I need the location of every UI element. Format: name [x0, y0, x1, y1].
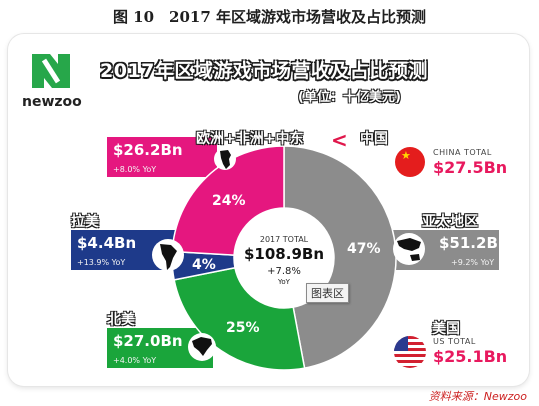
latam-percent: 4%	[192, 257, 216, 273]
europe-map-icon	[214, 148, 236, 170]
china-total-label: CHINA TOTAL	[433, 148, 492, 157]
us-total-value: $25.1Bn	[433, 347, 508, 366]
source-note: 资料来源：Newzoo	[428, 390, 527, 403]
unit-label: (单位：十亿美元)	[298, 90, 401, 105]
na-name: 北美	[107, 312, 135, 328]
north-america-map-icon	[188, 333, 216, 361]
china-total-value: $27.5Bn	[433, 158, 508, 177]
apac-yoy: +9.2% YoY	[451, 258, 495, 267]
chart-title: 2017年区域游戏市场营收及占比预测	[100, 60, 428, 82]
logo-text: newzoo	[22, 94, 82, 110]
us-flag-icon	[394, 336, 426, 368]
us-name: 美国	[432, 321, 460, 337]
na-yoy: +4.0% YoY	[113, 356, 157, 365]
apac-value: $51.2Bn	[439, 234, 509, 252]
china-name: 中国	[360, 131, 388, 147]
latam-map-icon	[152, 239, 184, 271]
asia-pacific-map-icon	[393, 233, 425, 265]
center-total-label: 2017 TOTAL	[259, 235, 309, 244]
center-total-value: $108.9Bn	[244, 245, 324, 263]
newzoo-logo-icon	[32, 54, 70, 88]
emea-value: $26.2Bn	[113, 141, 183, 159]
na-value: $27.0Bn	[113, 332, 183, 350]
center-growth-suffix: YoY	[278, 278, 290, 286]
emea-name: 欧洲+非洲+中东	[196, 131, 304, 147]
chart-area-tooltip: 图表区	[306, 283, 349, 303]
apac-name: 亚太地区	[422, 214, 478, 230]
apac-percent: 47%	[347, 241, 381, 257]
box-emea: $26.2Bn +8.0% YoY	[107, 137, 217, 177]
center-growth: +7.8%	[267, 266, 301, 277]
na-percent: 25%	[226, 320, 260, 336]
comparison-symbol: <	[331, 128, 348, 152]
figure-title: 图 10 2017 年区域游戏市场营收及占比预测	[112, 8, 427, 26]
latam-value: $4.4Bn	[77, 234, 137, 252]
latam-name: 拉美	[71, 214, 99, 230]
us-total-label: US TOTAL	[433, 337, 476, 346]
emea-yoy: +8.0% YoY	[113, 165, 157, 174]
china-flag-icon: ★	[395, 147, 425, 177]
emea-percent: 24%	[212, 193, 246, 209]
latam-yoy: +13.9% YoY	[77, 258, 126, 267]
